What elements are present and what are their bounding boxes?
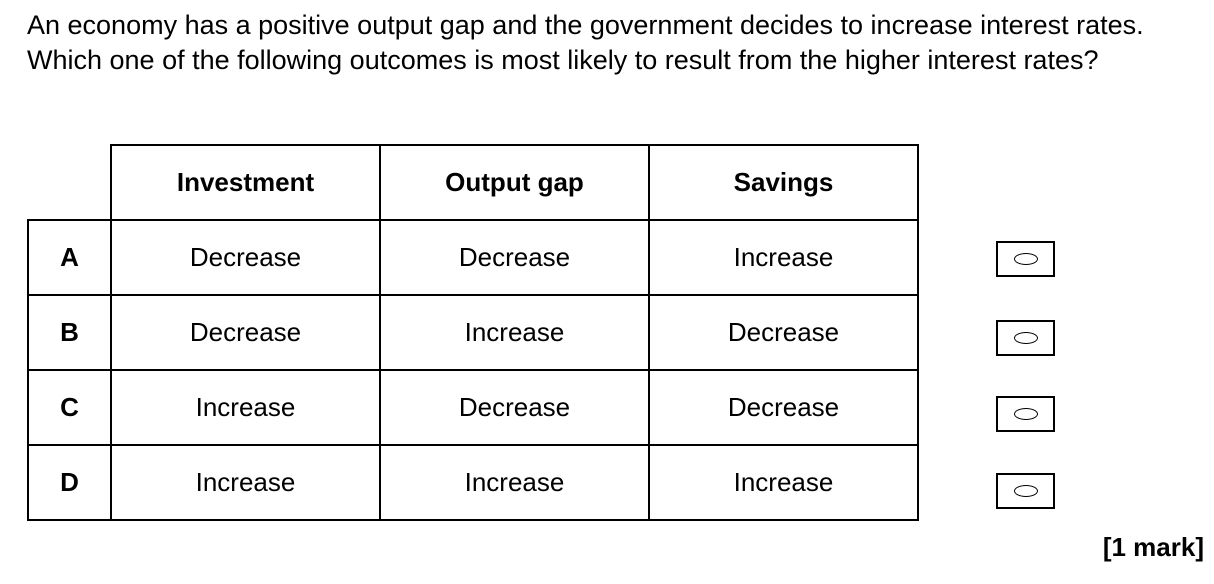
answer-bubble-icon [1013, 253, 1038, 265]
answer-option-d-checkbox[interactable] [996, 473, 1055, 509]
answer-bubble-icon [1013, 485, 1038, 497]
column-header-savings: Savings [648, 144, 919, 221]
question-text: An economy has a positive output gap and… [27, 10, 1144, 75]
answer-bubble-icon [1013, 332, 1038, 344]
output-gap-cell: Increase [379, 444, 650, 521]
output-gap-cell: Decrease [379, 219, 650, 296]
investment-cell: Decrease [110, 219, 381, 296]
savings-cell: Increase [648, 444, 919, 521]
answer-bubble-icon [1013, 408, 1038, 420]
answer-table: Investment Output gap Savings A Decrease… [27, 144, 919, 521]
column-header-investment: Investment [110, 144, 381, 221]
table-row-c: C Increase Decrease Decrease [27, 369, 919, 446]
answer-option-c-checkbox[interactable] [996, 396, 1055, 432]
table-corner-cell [28, 145, 112, 221]
table-row-b: B Decrease Increase Decrease [27, 294, 919, 371]
table-row-a: A Decrease Decrease Increase [27, 219, 919, 296]
savings-cell: Increase [648, 219, 919, 296]
answer-option-a-checkbox[interactable] [996, 241, 1055, 277]
investment-cell: Increase [110, 369, 381, 446]
output-gap-cell: Decrease [379, 369, 650, 446]
output-gap-cell: Increase [379, 294, 650, 371]
table-row-d: D Increase Increase Increase [27, 444, 919, 521]
mark-allocation: [1 mark] [1102, 532, 1204, 562]
answer-option-b-checkbox[interactable] [996, 320, 1055, 356]
table-header-row: Investment Output gap Savings [28, 144, 919, 221]
investment-cell: Decrease [110, 294, 381, 371]
savings-cell: Decrease [648, 369, 919, 446]
column-header-output-gap: Output gap [379, 144, 650, 221]
row-letter: A [27, 219, 112, 296]
row-letter: B [27, 294, 112, 371]
investment-cell: Increase [110, 444, 381, 521]
row-letter: D [27, 444, 112, 521]
row-letter: C [27, 369, 112, 446]
savings-cell: Decrease [648, 294, 919, 371]
